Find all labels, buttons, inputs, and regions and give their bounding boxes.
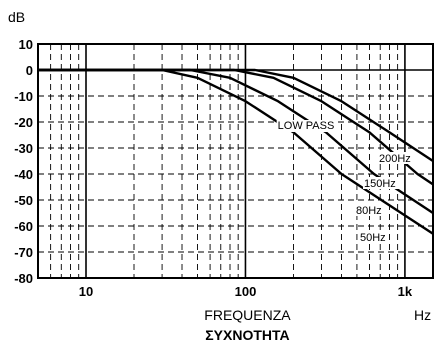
plot-frame (37, 43, 434, 279)
annotation-backdrop (276, 120, 336, 132)
series-label-backdrop (359, 231, 389, 243)
y-tick-label: 10 (19, 37, 33, 52)
y-tick-label: -20 (14, 115, 33, 130)
x-tick-label: 100 (235, 284, 257, 299)
series-label-50hz: 50Hz (360, 232, 386, 244)
y-tick-label: 0 (26, 63, 33, 78)
y-tick-label: -10 (14, 89, 33, 104)
series-curve-200hz (38, 68, 434, 163)
series-curve-150hz (38, 68, 434, 186)
low-pass-annotation: LOW PASS (278, 120, 335, 132)
series-label-backdrop (363, 177, 399, 189)
y-tick-label: -50 (14, 193, 33, 208)
series-label-80hz: 80Hz (356, 205, 382, 217)
label-layer: dB Hz FREQUENZA ΣΥΧΝΟΤΗΤΑ LOW PASS (8, 9, 431, 343)
series-curve-80hz (38, 68, 434, 215)
y-tick-label: -60 (14, 219, 33, 234)
y-tick-label: -40 (14, 167, 33, 182)
y-tick-label: -70 (14, 245, 33, 260)
x-tick-label: 10 (79, 284, 93, 299)
y-tick-label: -80 (14, 271, 33, 286)
series-label-backdrop (355, 204, 385, 216)
x-axis-title-italian: FREQUENZA (204, 307, 291, 323)
x-tick-label: 1k (398, 284, 413, 299)
series-label-150hz: 150Hz (364, 178, 396, 190)
x-axis-title-greek: ΣΥΧΝΟΤΗΤΑ (205, 327, 289, 343)
y-tick-label: -30 (14, 141, 33, 156)
series-label-backdrop (378, 152, 414, 164)
curve-layer: 50Hz 80Hz 150Hz 200Hz (38, 68, 434, 244)
x-unit-label: Hz (414, 307, 431, 323)
y-unit-label: dB (8, 9, 25, 25)
series-label-200hz: 200Hz (379, 153, 411, 165)
